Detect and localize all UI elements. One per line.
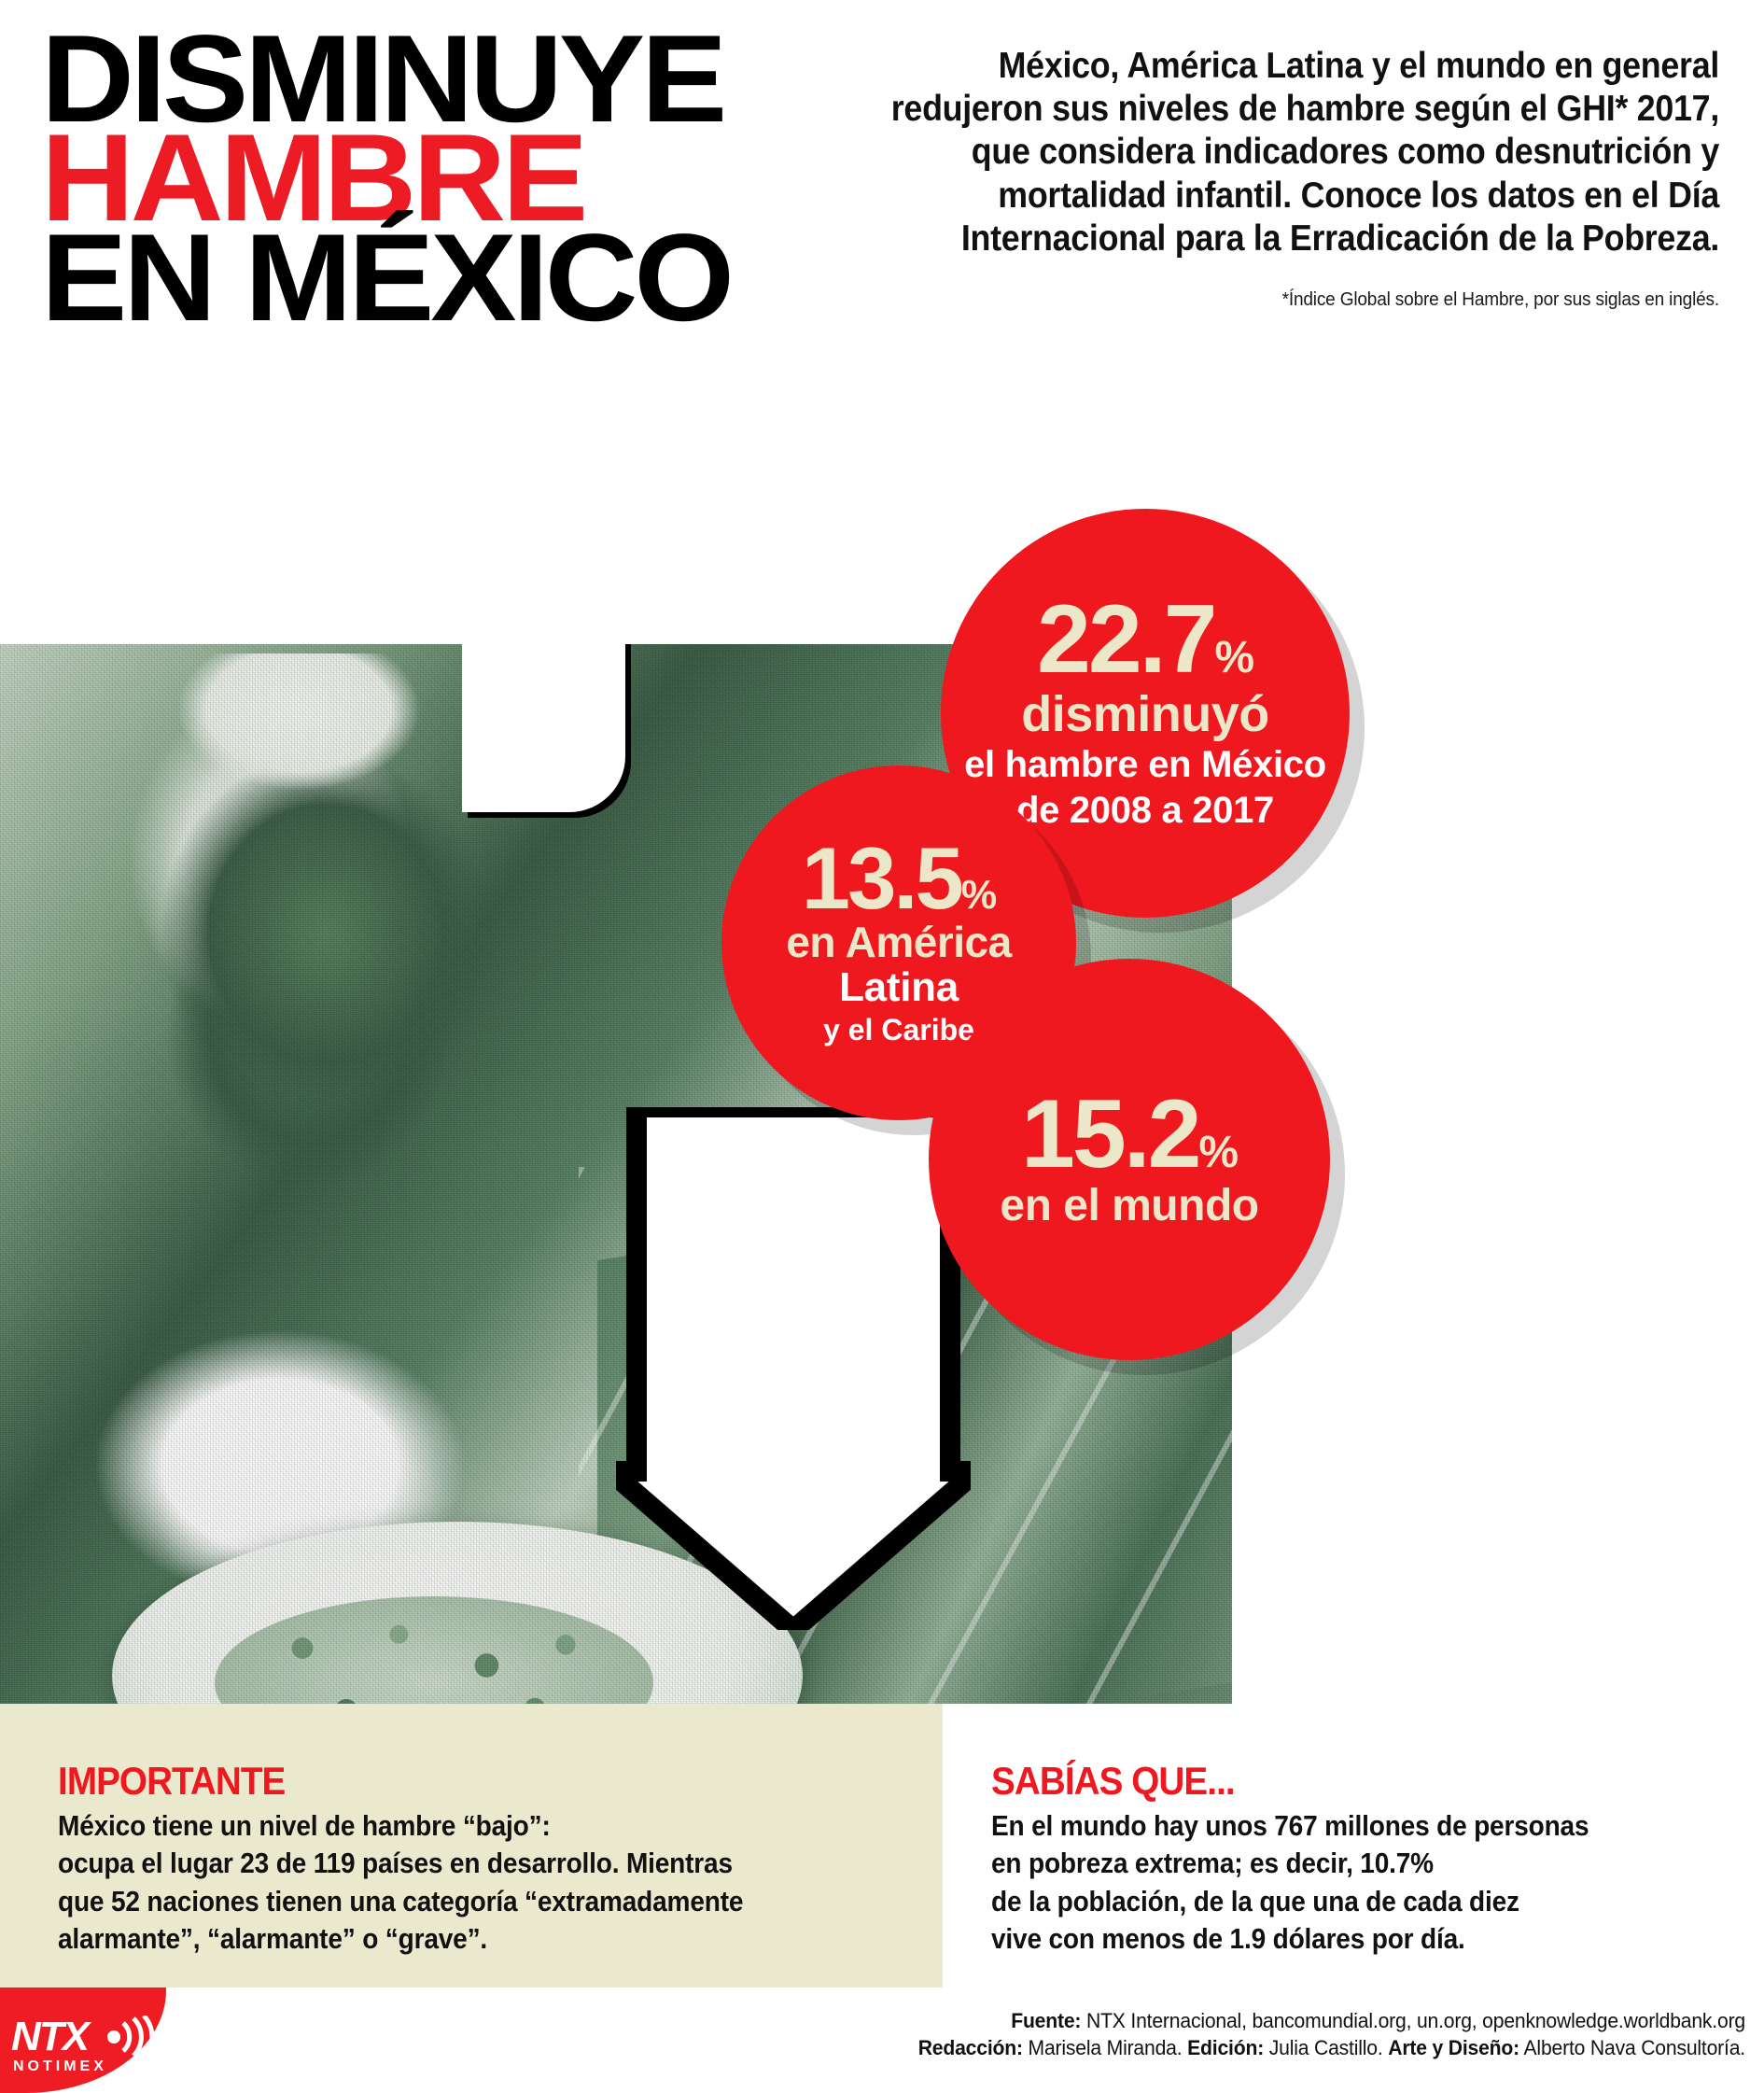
sabias-que-section: SABÍAS QUE... En el mundo hay unos 767 m… <box>991 1759 1757 1958</box>
page-title: DISMINUYE HAMBRE EN MÉXICO <box>41 17 778 340</box>
ghi-footnote: *Índice Global sobre el Hambre, por sus … <box>1281 288 1720 310</box>
credits-fuente-label: Fuente: <box>1011 2009 1082 2032</box>
stat-sub-mexico-line2: de 2008 a 2017 <box>1015 789 1275 831</box>
stat-sub-latam-latina: Latina <box>839 963 959 1010</box>
sabias-que-line-2: en pobreza extrema; es decir, 10.7% <box>991 1847 1434 1880</box>
stat-sub-latam-caribe: y el Caribe <box>823 1013 974 1047</box>
credits-edicion-value: Julia Castillo. <box>1268 2035 1383 2059</box>
stat-percent-mexico: % <box>1214 632 1254 682</box>
sabias-que-body: En el mundo hay unos 767 millones de per… <box>991 1807 1695 1958</box>
stat-sub-mexico-disminuyo: disminuyó <box>1021 685 1269 742</box>
title-line-disminuye: DISMINUYE <box>41 10 727 148</box>
sabias-que-line-3: de la población, de la que una de cada d… <box>991 1885 1519 1917</box>
title-line-hambre: HAMBRE <box>41 109 588 248</box>
stat-number-latam: 13.5% <box>802 834 997 921</box>
title-line-en-mexico: EN MÉXICO <box>41 208 735 347</box>
sabias-que-heading: SABÍAS QUE... <box>991 1759 1236 1803</box>
credits-arte-value: Alberto Nava Consultoría. <box>1523 2035 1746 2059</box>
stat-number-world: 15.2% <box>1021 1086 1239 1183</box>
stat-sub-latam-america: en América <box>786 917 1012 966</box>
credits: Fuente: NTX Internacional, bancomundial.… <box>710 2008 1745 2062</box>
sabias-que-line-1: En el mundo hay unos 767 millones de per… <box>991 1810 1589 1842</box>
credits-edicion-label: Edición: <box>1187 2035 1265 2059</box>
white-panel <box>943 1704 1764 1988</box>
importante-body: México tiene un nivel de hambre “bajo”: … <box>58 1807 831 1958</box>
ntx-wordmark: NTX <box>11 2014 90 2059</box>
credits-redaccion-label: Redacción: <box>917 2035 1023 2059</box>
credits-fuente-value: NTX Internacional, bancomundial.org, un.… <box>1085 2009 1745 2032</box>
stat-sub-mexico-line1: el hambre en México <box>964 743 1326 785</box>
stat-percent-latam: % <box>960 872 997 918</box>
credits-line-fuente: Fuente: NTX Internacional, bancomundial.… <box>710 2008 1745 2035</box>
intro-block: México, América Latina y el mundo en gen… <box>814 45 1757 311</box>
credits-redaccion-value: Marisela Miranda. <box>1028 2035 1183 2059</box>
stat-circle-world: 15.2% en el mundo <box>929 959 1330 1360</box>
importante-line-3: que 52 naciones tienen una categoría “ex… <box>58 1885 744 1917</box>
importante-line-4: alarmante”, “alarmante” o “grave”. <box>58 1922 488 1955</box>
stat-sub-world-mundo: en el mundo <box>1000 1180 1259 1230</box>
header: DISMINUYE HAMBRE EN MÉXICO México, Améri… <box>0 0 1764 644</box>
importante-line-2: ocupa el lugar 23 de 119 países en desar… <box>58 1847 733 1880</box>
stat-value-world: 15.2 <box>1021 1080 1201 1189</box>
importante-line-1: México tiene un nivel de hambre “bajo”: <box>58 1810 551 1842</box>
intro-paragraph: México, América Latina y el mundo en gen… <box>890 46 1719 259</box>
credits-line-staff: Redacción: Marisela Miranda. Edición: Ju… <box>710 2035 1745 2062</box>
importante-section: IMPORTANTE México tiene un nivel de hamb… <box>58 1759 898 1958</box>
ntx-sublabel: NOTIMEX <box>13 2058 107 2074</box>
photo-corner-notch <box>462 644 625 812</box>
stat-percent-world: % <box>1198 1128 1239 1178</box>
footer: NTX NOTIMEX Fuente: NTX Internacional, b… <box>0 1988 1764 2093</box>
stat-value-mexico: 22.7 <box>1037 584 1217 694</box>
stat-number-mexico: 22.7% <box>1037 591 1254 688</box>
credits-arte-label: Arte y Diseño: <box>1388 2035 1519 2059</box>
sabias-que-line-4: vive con menos de 1.9 dólares por día. <box>991 1922 1465 1955</box>
down-arrow-icon <box>616 1107 971 1630</box>
broadcast-waves-icon <box>107 2016 155 2058</box>
ntx-logo: NTX NOTIMEX <box>0 1988 166 2093</box>
beige-panel <box>0 1704 943 1988</box>
stat-value-latam: 13.5 <box>801 828 964 927</box>
importante-heading: IMPORTANTE <box>58 1759 286 1803</box>
